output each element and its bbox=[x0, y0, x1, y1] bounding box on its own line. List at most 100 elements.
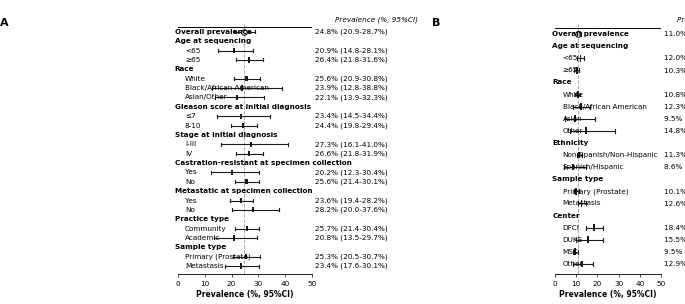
Text: 12.0% (10.3-13.9%): 12.0% (10.3-13.9%) bbox=[664, 55, 685, 61]
Text: A: A bbox=[0, 18, 9, 28]
FancyBboxPatch shape bbox=[246, 226, 248, 231]
FancyBboxPatch shape bbox=[250, 142, 252, 147]
FancyBboxPatch shape bbox=[240, 113, 242, 119]
Text: Other: Other bbox=[563, 261, 583, 267]
Text: Race: Race bbox=[175, 66, 194, 72]
Text: 20.9% (14.8-28.1%): 20.9% (14.8-28.1%) bbox=[315, 47, 388, 54]
Text: Yes: Yes bbox=[185, 198, 197, 203]
Text: ≥65: ≥65 bbox=[563, 67, 578, 73]
Text: 11.3% (10.2-12.6%): 11.3% (10.2-12.6%) bbox=[664, 152, 685, 158]
Text: 20.2% (12.3-30.4%): 20.2% (12.3-30.4%) bbox=[315, 169, 388, 176]
Text: 11.0% (10.0-12.1%): 11.0% (10.0-12.1%) bbox=[664, 31, 685, 37]
Text: Stage at initial diagnosis: Stage at initial diagnosis bbox=[175, 132, 277, 138]
Text: 25.3% (20.5-30.7%): 25.3% (20.5-30.7%) bbox=[315, 254, 388, 260]
Text: 23.4% (14.5-34.4%): 23.4% (14.5-34.4%) bbox=[315, 113, 388, 119]
Text: White: White bbox=[185, 76, 206, 82]
Text: Age at sequencing: Age at sequencing bbox=[553, 43, 629, 49]
FancyBboxPatch shape bbox=[574, 248, 576, 255]
Text: IV: IV bbox=[185, 151, 192, 157]
Text: 25.6% (21.4-30.1%): 25.6% (21.4-30.1%) bbox=[315, 178, 388, 185]
Text: Metastasis: Metastasis bbox=[185, 263, 223, 269]
Text: 22.1% (13.9-32.3%): 22.1% (13.9-32.3%) bbox=[315, 94, 388, 101]
Text: No: No bbox=[185, 179, 195, 185]
Text: 26.6% (21.8-31.9%): 26.6% (21.8-31.9%) bbox=[315, 150, 388, 157]
Text: MSK: MSK bbox=[563, 249, 578, 255]
Text: 10.3% (9.0-11.6%): 10.3% (9.0-11.6%) bbox=[664, 67, 685, 74]
FancyBboxPatch shape bbox=[580, 103, 582, 110]
Text: Metastatic at specimen collection: Metastatic at specimen collection bbox=[175, 188, 312, 194]
FancyBboxPatch shape bbox=[240, 198, 242, 203]
Text: 18.4% (14.6-22.8%): 18.4% (14.6-22.8%) bbox=[664, 224, 685, 231]
FancyBboxPatch shape bbox=[241, 85, 243, 91]
FancyBboxPatch shape bbox=[577, 91, 579, 98]
Text: Non-Spanish/Non-Hispanic: Non-Spanish/Non-Hispanic bbox=[563, 152, 658, 158]
FancyBboxPatch shape bbox=[233, 235, 235, 240]
FancyBboxPatch shape bbox=[236, 95, 238, 100]
Text: 24.4% (19.8-29.4%): 24.4% (19.8-29.4%) bbox=[315, 122, 388, 129]
Text: 23.4% (17.6-30.1%): 23.4% (17.6-30.1%) bbox=[315, 263, 388, 269]
FancyBboxPatch shape bbox=[231, 170, 233, 175]
Text: Prevalence (%, 95%CI): Prevalence (%, 95%CI) bbox=[677, 17, 685, 23]
Text: 8-10: 8-10 bbox=[185, 123, 201, 129]
Text: DUKE: DUKE bbox=[563, 237, 583, 243]
Text: 12.6% (10.8-14.6%): 12.6% (10.8-14.6%) bbox=[664, 200, 685, 207]
Text: 9.5% (8.4-10.7%): 9.5% (8.4-10.7%) bbox=[664, 249, 685, 255]
Text: 10.8% (9.6-12.0%): 10.8% (9.6-12.0%) bbox=[664, 91, 685, 98]
FancyBboxPatch shape bbox=[245, 179, 247, 185]
Text: Prevalence (%, 95%CI): Prevalence (%, 95%CI) bbox=[335, 17, 418, 23]
Text: Ethnicity: Ethnicity bbox=[553, 140, 589, 146]
FancyBboxPatch shape bbox=[252, 207, 254, 212]
Text: Overall prevalence: Overall prevalence bbox=[175, 29, 251, 35]
Text: 27.3% (16.1-41.0%): 27.3% (16.1-41.0%) bbox=[315, 141, 388, 147]
Text: 12.3% (8.7-16.7%): 12.3% (8.7-16.7%) bbox=[664, 103, 685, 110]
Text: Other: Other bbox=[563, 128, 583, 134]
Text: Practice type: Practice type bbox=[175, 216, 229, 222]
FancyBboxPatch shape bbox=[574, 115, 576, 122]
FancyBboxPatch shape bbox=[572, 164, 574, 171]
Text: Race: Race bbox=[553, 79, 572, 85]
FancyBboxPatch shape bbox=[581, 200, 582, 207]
Text: No: No bbox=[185, 207, 195, 213]
Text: 12.9% (8.6-18.2%): 12.9% (8.6-18.2%) bbox=[664, 261, 685, 267]
FancyBboxPatch shape bbox=[593, 224, 595, 231]
Text: I-III: I-III bbox=[185, 141, 196, 147]
Text: Asian/Other: Asian/Other bbox=[185, 95, 227, 100]
FancyBboxPatch shape bbox=[578, 152, 580, 158]
FancyBboxPatch shape bbox=[580, 55, 581, 62]
Text: Sample type: Sample type bbox=[175, 244, 226, 250]
Text: Gleason score at initial diagnosis: Gleason score at initial diagnosis bbox=[175, 104, 310, 110]
Text: Center: Center bbox=[553, 212, 580, 219]
Text: ≤7: ≤7 bbox=[185, 113, 196, 119]
Text: ≥65: ≥65 bbox=[185, 57, 200, 63]
Text: Primary (Prostate): Primary (Prostate) bbox=[563, 188, 628, 195]
FancyBboxPatch shape bbox=[245, 76, 247, 81]
FancyBboxPatch shape bbox=[233, 48, 235, 53]
Text: <65: <65 bbox=[185, 47, 200, 54]
Text: 25.6% (20.9-30.8%): 25.6% (20.9-30.8%) bbox=[315, 75, 388, 82]
FancyBboxPatch shape bbox=[575, 188, 577, 195]
Text: Black/African American: Black/African American bbox=[563, 104, 647, 110]
Text: Metastasis: Metastasis bbox=[563, 200, 601, 206]
Text: 20.8% (13.5-29.7%): 20.8% (13.5-29.7%) bbox=[315, 235, 388, 241]
X-axis label: Prevalence (%, 95%CI): Prevalence (%, 95%CI) bbox=[196, 290, 294, 299]
FancyBboxPatch shape bbox=[240, 264, 242, 269]
Text: DFCI: DFCI bbox=[563, 225, 580, 231]
FancyBboxPatch shape bbox=[248, 151, 250, 156]
Text: 15.5% (10.0-22.5%): 15.5% (10.0-22.5%) bbox=[664, 237, 685, 243]
Text: Primary (Prostate): Primary (Prostate) bbox=[185, 254, 251, 260]
Text: Castration-resistant at specimen collection: Castration-resistant at specimen collect… bbox=[175, 160, 351, 166]
FancyBboxPatch shape bbox=[586, 127, 587, 134]
Text: 24.8% (20.9-28.7%): 24.8% (20.9-28.7%) bbox=[315, 29, 388, 35]
FancyBboxPatch shape bbox=[576, 67, 577, 74]
FancyBboxPatch shape bbox=[245, 254, 247, 259]
Text: Sample type: Sample type bbox=[553, 176, 603, 182]
Text: 23.6% (19.4-28.2%): 23.6% (19.4-28.2%) bbox=[315, 197, 388, 204]
Text: Community: Community bbox=[185, 226, 227, 232]
Text: 9.5% (4.7-18.8%): 9.5% (4.7-18.8%) bbox=[664, 116, 685, 122]
X-axis label: Prevalence (%, 95%CI): Prevalence (%, 95%CI) bbox=[559, 290, 657, 299]
Text: 10.1% (8.8-11.5%): 10.1% (8.8-11.5%) bbox=[664, 188, 685, 195]
Text: 28.2% (20.0-37.6%): 28.2% (20.0-37.6%) bbox=[315, 207, 388, 213]
Text: Spanish/Hispanic: Spanish/Hispanic bbox=[563, 164, 624, 170]
Text: Academic: Academic bbox=[185, 235, 221, 241]
FancyBboxPatch shape bbox=[587, 236, 588, 243]
